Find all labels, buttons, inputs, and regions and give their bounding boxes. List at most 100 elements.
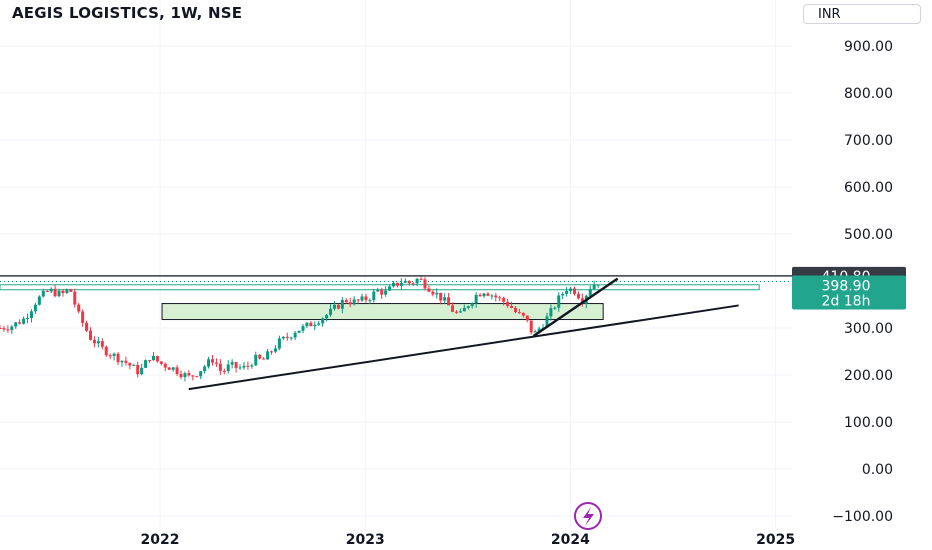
lightning-icon[interactable] [574, 502, 602, 530]
candle-body [124, 360, 128, 363]
candle-body [136, 364, 140, 375]
candle-body [364, 296, 368, 301]
candle-body [289, 337, 293, 339]
candle-body [317, 323, 321, 325]
candle-body [427, 288, 431, 292]
candle-body [399, 282, 403, 286]
candle-body [423, 279, 427, 289]
candle-body [344, 299, 348, 303]
price-tick-label: 0.00 [862, 462, 893, 478]
candle-body [458, 311, 462, 313]
candle-body [592, 284, 596, 290]
candle-body [218, 363, 222, 371]
candle-body [53, 288, 57, 297]
price-tick-label: 700.00 [844, 133, 893, 149]
candle-body [474, 294, 478, 304]
candle-body [297, 330, 301, 333]
candle-body [415, 278, 419, 284]
candle-body [277, 338, 281, 349]
candle-body [85, 322, 89, 331]
time-tick-label: 2025 [756, 532, 795, 548]
candle-body [61, 290, 65, 294]
candle-body [230, 362, 234, 365]
candle-body [108, 355, 112, 357]
candle-body [443, 297, 447, 301]
candle-body [246, 365, 250, 367]
support-zone [161, 303, 604, 321]
candle-body [266, 351, 270, 360]
candle-body [301, 326, 305, 331]
candle-body [262, 358, 266, 360]
price-tick-label: −100.00 [832, 509, 893, 525]
candle-body [120, 360, 124, 363]
candle-body [179, 373, 183, 378]
candle-body [561, 293, 565, 296]
candle-body [569, 288, 573, 291]
price-tick-label: 200.00 [844, 368, 893, 384]
price-tick-label: 300.00 [844, 321, 893, 337]
candle-body [210, 359, 214, 363]
candle-body [273, 348, 277, 352]
candle-body [525, 315, 529, 321]
candle-body [376, 289, 380, 292]
candle-body [529, 320, 533, 333]
candle-body [549, 308, 553, 317]
candle-body [482, 293, 486, 297]
candle-body [199, 371, 203, 377]
candle-body [462, 307, 466, 312]
candle-body [454, 311, 458, 313]
candle-body [100, 341, 104, 347]
candle-body [281, 336, 285, 339]
candle-body [391, 282, 395, 287]
candle-body [69, 289, 73, 292]
chart-title: AEGIS LOGISTICS, 1W, NSE [12, 4, 243, 22]
candle-body [49, 288, 53, 292]
candle-body [325, 314, 329, 319]
candle-body [37, 296, 41, 305]
candle-body [6, 329, 10, 331]
candle-body [258, 354, 262, 359]
candle-body [270, 351, 274, 353]
candle-body [159, 361, 163, 364]
candle-body [352, 299, 356, 305]
candle-body [332, 304, 336, 309]
candle-body [33, 304, 37, 312]
candle-body [96, 341, 100, 344]
candle-body [167, 367, 171, 370]
candle-body [521, 312, 525, 316]
candle-body [553, 307, 557, 309]
candle-body [132, 364, 136, 366]
candle-body [57, 290, 61, 297]
chart-grid [0, 0, 792, 528]
countdown-label: 2d 18h [822, 294, 871, 310]
trendline [188, 304, 739, 391]
candle-body [183, 373, 187, 378]
candle-body [506, 301, 510, 306]
candle-body [128, 362, 132, 366]
candle-body [439, 292, 443, 301]
candle-body [81, 311, 85, 323]
last-price-badge [792, 275, 906, 310]
last-price-label: 398.90 [822, 279, 871, 295]
time-tick-label: 2023 [346, 532, 385, 548]
candle-body [451, 305, 455, 312]
price-tick-label: 900.00 [844, 39, 893, 55]
candle-body [513, 307, 517, 313]
candle-body [254, 354, 258, 366]
candle-body [356, 299, 360, 301]
candle-body [576, 293, 580, 299]
candle-body [226, 364, 230, 372]
candle-body [250, 365, 254, 367]
candle-body [305, 322, 309, 327]
candle-body [203, 366, 207, 372]
candle-body [238, 367, 242, 369]
candle-body [510, 305, 514, 308]
candle-body [329, 308, 333, 315]
candle-body [187, 373, 191, 376]
price-tick-label: 800.00 [844, 86, 893, 102]
price-tick-label: 500.00 [844, 227, 893, 243]
currency-button[interactable]: INR [803, 4, 921, 24]
candle-body [478, 294, 482, 297]
